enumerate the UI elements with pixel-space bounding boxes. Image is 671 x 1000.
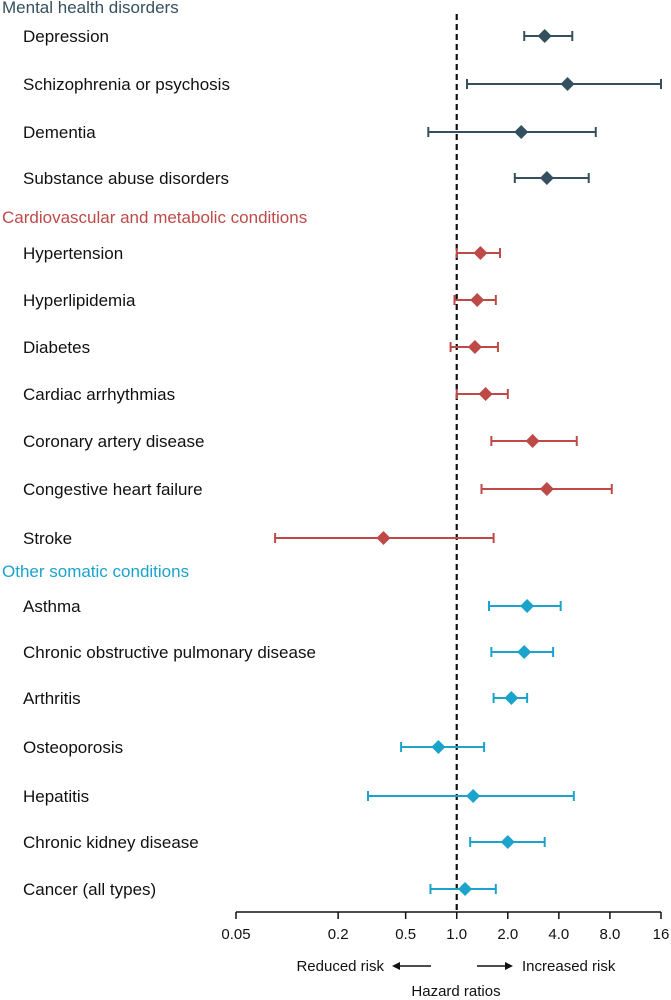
arrow-right-icon [505, 962, 513, 970]
x-axis-title: Hazard ratios [411, 983, 500, 1000]
rows-layer: Mental health disorders Depression Schizop… [2, 0, 316, 899]
row-label: Dementia [23, 123, 96, 142]
row-label: Coronary artery disease [23, 432, 204, 451]
row-label: Asthma [23, 597, 81, 616]
row-label: Hepatitis [23, 787, 89, 806]
point-estimate-marker [504, 691, 519, 705]
row-label: Stroke [23, 529, 72, 548]
row-label: Congestive heart failure [23, 480, 203, 499]
point-estimate-marker [520, 599, 535, 613]
row-label: Substance abuse disorders [23, 169, 229, 188]
x-tick-label: 0.5 [395, 926, 416, 943]
arrow-left-icon [392, 962, 400, 970]
point-estimate-marker [470, 293, 485, 307]
point-estimate-marker [525, 434, 540, 448]
x-tick-label: 16 [653, 926, 670, 943]
row-label: Arthritis [23, 689, 81, 708]
group-header: Mental health disorders [2, 0, 179, 17]
row-label: Cardiac arrhythmias [23, 385, 175, 404]
point-estimate-marker [376, 531, 391, 545]
point-estimate-marker [466, 789, 481, 803]
point-estimate-marker [500, 835, 515, 849]
group-header: Cardiovascular and metabolic conditions [2, 208, 307, 227]
x-tick-label: 1.0 [446, 926, 467, 943]
x-tick-label: 0.05 [221, 926, 250, 943]
row-label: Depression [23, 27, 109, 46]
x-tick-label: 4.0 [548, 926, 569, 943]
point-estimate-marker [517, 645, 532, 659]
row-label: Cancer (all types) [23, 880, 156, 899]
point-estimate-marker [473, 246, 488, 260]
point-estimate-marker [560, 77, 575, 91]
point-estimate-marker [458, 882, 473, 896]
row-label: Chronic obstructive pulmonary disease [23, 643, 316, 662]
group-header: Other somatic conditions [2, 562, 189, 581]
x-axis: 0.05 0.2 0.5 1.0 2.0 4.0 8.0 16 [221, 911, 670, 943]
x-tick-label: 2.0 [497, 926, 518, 943]
row-label: Osteoporosis [23, 738, 123, 757]
point-estimate-marker [537, 29, 552, 43]
point-estimate-marker [539, 482, 554, 496]
point-estimate-marker [478, 387, 493, 401]
direction-right-label: Increased risk [522, 958, 616, 975]
x-tick-label: 0.2 [328, 926, 349, 943]
row-label: Schizophrenia or psychosis [23, 75, 230, 94]
row-label: Hypertension [23, 244, 123, 263]
point-estimate-marker [514, 125, 529, 139]
marks-layer [274, 29, 662, 896]
row-label: Chronic kidney disease [23, 833, 199, 852]
x-tick-label: 8.0 [600, 926, 621, 943]
row-label: Hyperlipidemia [23, 291, 136, 310]
row-label: Diabetes [23, 338, 90, 357]
point-estimate-marker [467, 340, 482, 354]
point-estimate-marker [539, 171, 554, 185]
point-estimate-marker [431, 740, 446, 754]
direction-left-label: Reduced risk [296, 958, 384, 975]
